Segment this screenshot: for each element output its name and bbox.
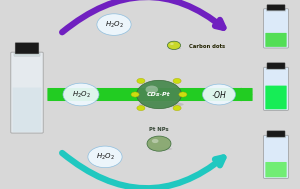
Text: Pt NPs: Pt NPs xyxy=(149,127,169,132)
Ellipse shape xyxy=(148,147,172,150)
Text: $H_2O_2$: $H_2O_2$ xyxy=(96,152,114,162)
FancyBboxPatch shape xyxy=(266,86,287,109)
Text: Carbon dots: Carbon dots xyxy=(189,44,225,49)
Text: $H_2O_2$: $H_2O_2$ xyxy=(72,89,90,100)
Circle shape xyxy=(137,105,145,111)
FancyBboxPatch shape xyxy=(266,33,287,47)
Circle shape xyxy=(179,92,187,97)
FancyArrowPatch shape xyxy=(241,91,249,98)
Text: CDs·Pt: CDs·Pt xyxy=(147,92,171,97)
FancyBboxPatch shape xyxy=(266,136,286,138)
Ellipse shape xyxy=(139,102,184,107)
FancyBboxPatch shape xyxy=(11,52,43,133)
FancyBboxPatch shape xyxy=(267,63,285,69)
Circle shape xyxy=(167,41,181,50)
FancyBboxPatch shape xyxy=(264,135,289,178)
Circle shape xyxy=(170,43,174,45)
Circle shape xyxy=(202,84,236,105)
Circle shape xyxy=(97,14,131,35)
Ellipse shape xyxy=(168,47,181,49)
FancyBboxPatch shape xyxy=(264,9,289,48)
FancyBboxPatch shape xyxy=(13,88,41,132)
FancyBboxPatch shape xyxy=(266,162,287,177)
Circle shape xyxy=(63,83,99,106)
Circle shape xyxy=(137,78,145,84)
Circle shape xyxy=(146,86,158,94)
Circle shape xyxy=(131,92,139,97)
FancyBboxPatch shape xyxy=(266,9,286,11)
Text: $\cdot OH$: $\cdot OH$ xyxy=(211,89,227,100)
Text: $H_2O_2$: $H_2O_2$ xyxy=(105,19,123,30)
Circle shape xyxy=(147,136,171,151)
FancyBboxPatch shape xyxy=(267,131,285,137)
FancyBboxPatch shape xyxy=(264,67,289,110)
FancyArrowPatch shape xyxy=(62,153,224,188)
Circle shape xyxy=(173,105,181,111)
Circle shape xyxy=(88,146,122,168)
FancyBboxPatch shape xyxy=(47,88,253,101)
Circle shape xyxy=(136,80,182,109)
FancyBboxPatch shape xyxy=(267,5,285,10)
FancyArrowPatch shape xyxy=(62,0,224,32)
FancyBboxPatch shape xyxy=(15,43,39,54)
FancyBboxPatch shape xyxy=(14,53,40,56)
Circle shape xyxy=(173,78,181,84)
Circle shape xyxy=(152,139,158,143)
FancyBboxPatch shape xyxy=(266,68,286,70)
